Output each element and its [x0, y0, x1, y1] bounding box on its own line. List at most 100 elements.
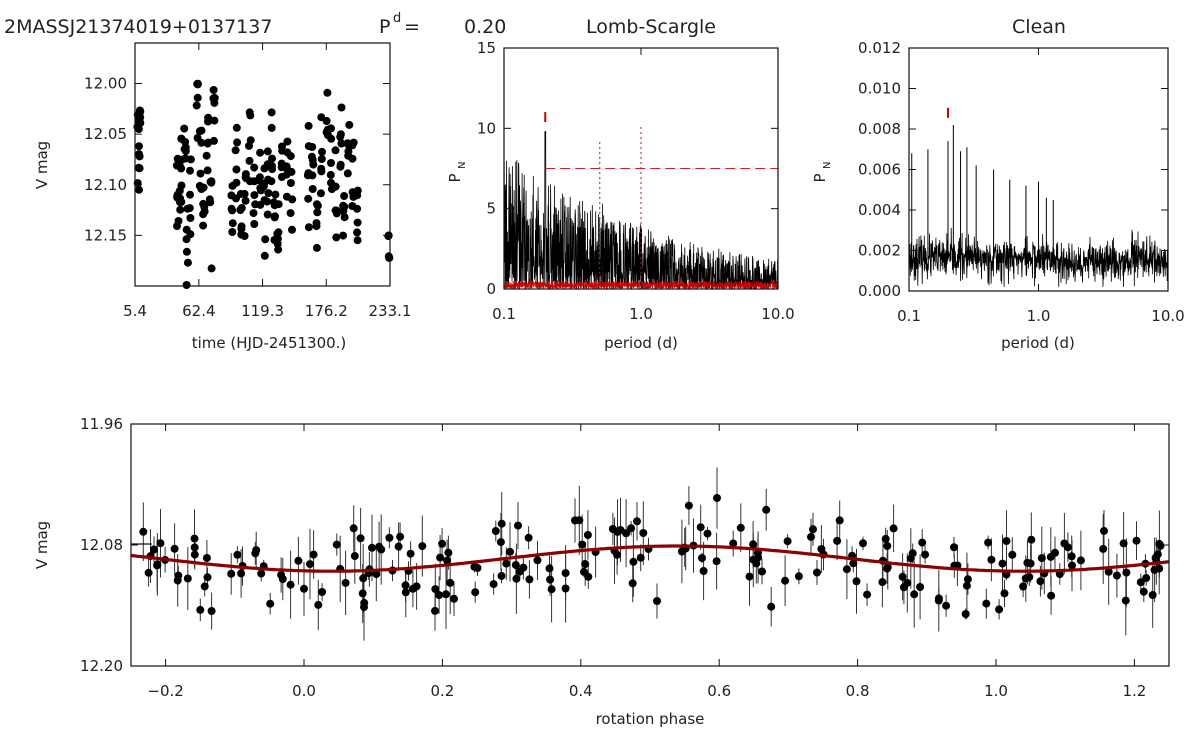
phased-point: [431, 606, 439, 615]
lightcurve-point: [353, 236, 362, 245]
phased-point: [942, 601, 951, 610]
phased-point: [883, 564, 892, 573]
lightcurve-point: [339, 231, 348, 240]
lightcurve-point: [177, 181, 186, 190]
phased-point: [545, 564, 554, 573]
lightcurve-point: [308, 171, 317, 180]
lightcurve-point: [177, 197, 186, 206]
lightcurve-points: [133, 79, 394, 289]
phased-point: [418, 542, 427, 551]
lightcurve-point: [261, 235, 270, 244]
clean-ticks: 0.1 1.0 10.0 0.000 0.002 0.004 0.006 0.008 0.010…: [858, 39, 1185, 325]
lightcurve-point: [304, 194, 313, 203]
phased-point: [139, 527, 148, 536]
lightcurve-point: [135, 164, 144, 173]
phased-point: [561, 584, 570, 593]
phased-point: [359, 574, 368, 583]
phased-point: [314, 600, 323, 609]
lightcurve-point: [135, 152, 144, 161]
phased-point: [608, 525, 617, 533]
lightcurve-point: [180, 124, 189, 133]
lomb-scargle-xtick-label: 0.1: [492, 305, 516, 323]
lomb-scargle-ytick-label: 10: [477, 119, 496, 137]
phased-point: [713, 494, 721, 502]
phased-point: [578, 540, 587, 549]
phased-point: [183, 574, 192, 583]
phased-point: [153, 561, 162, 570]
lightcurve-point: [326, 170, 335, 179]
phased-point: [1067, 552, 1076, 561]
lightcurve-point: [256, 148, 265, 157]
phased-sine-fit: [131, 544, 1169, 573]
phased-point: [341, 578, 350, 587]
phased-point: [286, 580, 295, 589]
lightcurve-point: [204, 117, 212, 126]
phased-ticks: −0.2 0.0 0.2 0.4 0.6 0.8 1.0 1.2 11.96 12.08 12.20: [80, 415, 1169, 700]
lightcurve-xtick-label: 233.1: [369, 302, 412, 320]
lightcurve-point: [183, 258, 192, 267]
phased-error-bars: [142, 467, 1161, 641]
phased-point: [1112, 571, 1121, 580]
phased-panel: −0.2 0.0 0.2 0.4 0.6 0.8 1.0 1.2 11.96 12.08 12.20…: [33, 415, 1170, 728]
phased-point: [584, 572, 593, 581]
phased-point: [749, 540, 758, 549]
lightcurve-point: [135, 185, 143, 194]
clean-ytick-label: 0.000: [858, 282, 901, 300]
lightcurve-point: [304, 223, 313, 232]
phased-point: [150, 545, 158, 554]
phased-point: [987, 555, 996, 564]
lightcurve-point: [177, 164, 186, 173]
lomb-scargle-xtick-label: 1.0: [629, 305, 653, 323]
lightcurve-point: [207, 264, 216, 273]
figure-header: 2MASSJ21374019+0137137 P d = 0.20 Lomb-S…: [4, 11, 1066, 38]
phased-point: [252, 546, 261, 555]
svg-text:N: N: [457, 162, 468, 169]
phased-point: [233, 550, 242, 559]
lightcurve-ytick-label: 12.00: [84, 75, 127, 93]
phased-point: [547, 585, 556, 594]
lightcurve-point: [331, 182, 340, 191]
phased-point: [306, 560, 314, 569]
lightcurve-point: [353, 204, 362, 213]
phased-point: [360, 603, 368, 612]
lightcurve-point: [207, 178, 216, 187]
clean-frame: [908, 47, 1169, 292]
lomb-scargle-ytick-label: 0: [486, 280, 496, 298]
lightcurve-point: [210, 93, 219, 102]
lomb-scargle-xtick-label: 10.0: [761, 305, 794, 323]
lightcurve-point: [343, 169, 352, 178]
lightcurve-point: [203, 166, 212, 175]
phased-point: [629, 557, 638, 566]
star-name: 2MASSJ21374019+0137137: [4, 16, 272, 38]
lightcurve-point: [250, 220, 259, 228]
phased-point: [852, 577, 861, 586]
phased-xtick-label: 1.0: [984, 682, 1008, 700]
lightcurve-point: [200, 207, 209, 216]
phased-point: [318, 588, 327, 596]
lightcurve-point: [288, 195, 297, 204]
lightcurve-point: [271, 190, 280, 199]
lightcurve-point: [240, 232, 249, 240]
lightcurve-point: [318, 147, 326, 156]
lightcurve-point: [274, 245, 283, 254]
lightcurve-point: [268, 165, 277, 174]
phased-point: [684, 501, 693, 510]
lightcurve-xtick-label: 5.4: [123, 302, 147, 320]
lightcurve-point: [344, 147, 353, 156]
lightcurve-point: [202, 151, 211, 160]
phased-point: [1060, 539, 1069, 548]
lightcurve-point: [209, 86, 218, 94]
lightcurve-point: [286, 152, 295, 161]
phased-point: [883, 541, 892, 550]
phased-point: [1037, 554, 1046, 563]
lightcurve-point: [186, 190, 194, 199]
phased-xtick-label: 0.4: [569, 682, 593, 700]
lomb-scargle-aliases: [599, 125, 642, 289]
phased-point: [998, 559, 1007, 568]
phased-point: [581, 560, 590, 568]
lightcurve-point: [210, 116, 219, 125]
lightcurve-point: [267, 177, 276, 186]
phased-point: [1099, 544, 1108, 553]
phased-point: [794, 572, 803, 581]
phased-point: [712, 557, 721, 566]
